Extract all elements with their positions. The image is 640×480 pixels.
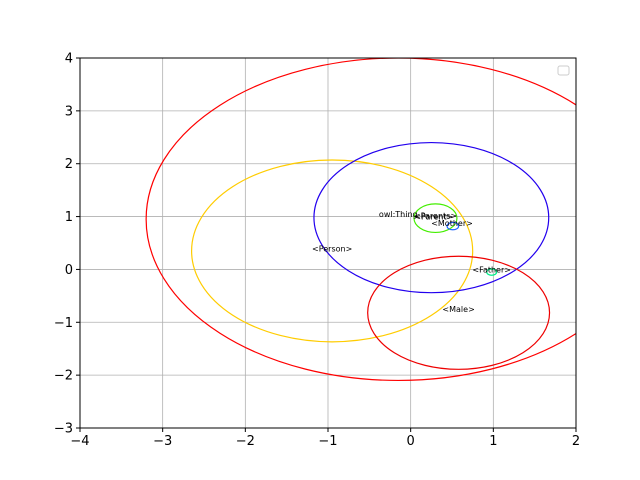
annotation-label: owl:Thing xyxy=(379,210,418,219)
y-tick-label: 0 xyxy=(65,263,73,278)
x-tick-label: 1 xyxy=(489,434,497,449)
y-tick-label: 3 xyxy=(65,104,73,119)
ellipse xyxy=(313,141,550,294)
y-tick-label: −2 xyxy=(54,369,73,384)
x-tick-label: 2 xyxy=(572,434,580,449)
ellipse xyxy=(190,159,474,343)
annotation-label: <Person> xyxy=(312,244,352,253)
y-axis: −3 −2 −1 0 1 2 3 4 xyxy=(54,52,80,437)
y-tick-label: −1 xyxy=(54,316,73,331)
ellipse xyxy=(145,58,576,381)
y-tick-label: −3 xyxy=(54,422,73,437)
annotations: owl:Thing<Parents><Parent><Mother> <Perso… xyxy=(312,210,511,314)
x-tick-label: −4 xyxy=(70,434,89,449)
legend-box xyxy=(557,65,570,76)
x-tick-label: −3 xyxy=(153,434,172,449)
ellipse xyxy=(486,268,498,276)
x-axis: −4 −3 −2 −1 0 1 2 xyxy=(70,428,580,449)
ellipse xyxy=(367,255,551,370)
annotation-label: <Father> xyxy=(472,265,511,274)
ellipses xyxy=(145,58,576,381)
x-tick-label: −2 xyxy=(236,434,255,449)
annotation-label: <Mother> xyxy=(431,219,473,228)
annotation-label: <Parents> xyxy=(414,212,457,221)
y-tick-label: 1 xyxy=(65,210,73,225)
x-tick-label: 0 xyxy=(407,434,415,449)
y-tick-label: 2 xyxy=(65,157,73,172)
annotation-label: <Male> xyxy=(442,305,474,314)
y-tick-label: 4 xyxy=(65,52,73,67)
ellipse xyxy=(446,221,460,231)
ellipse xyxy=(413,203,458,234)
x-tick-label: −1 xyxy=(318,434,337,449)
annotation-label: <Parent> xyxy=(414,213,453,222)
